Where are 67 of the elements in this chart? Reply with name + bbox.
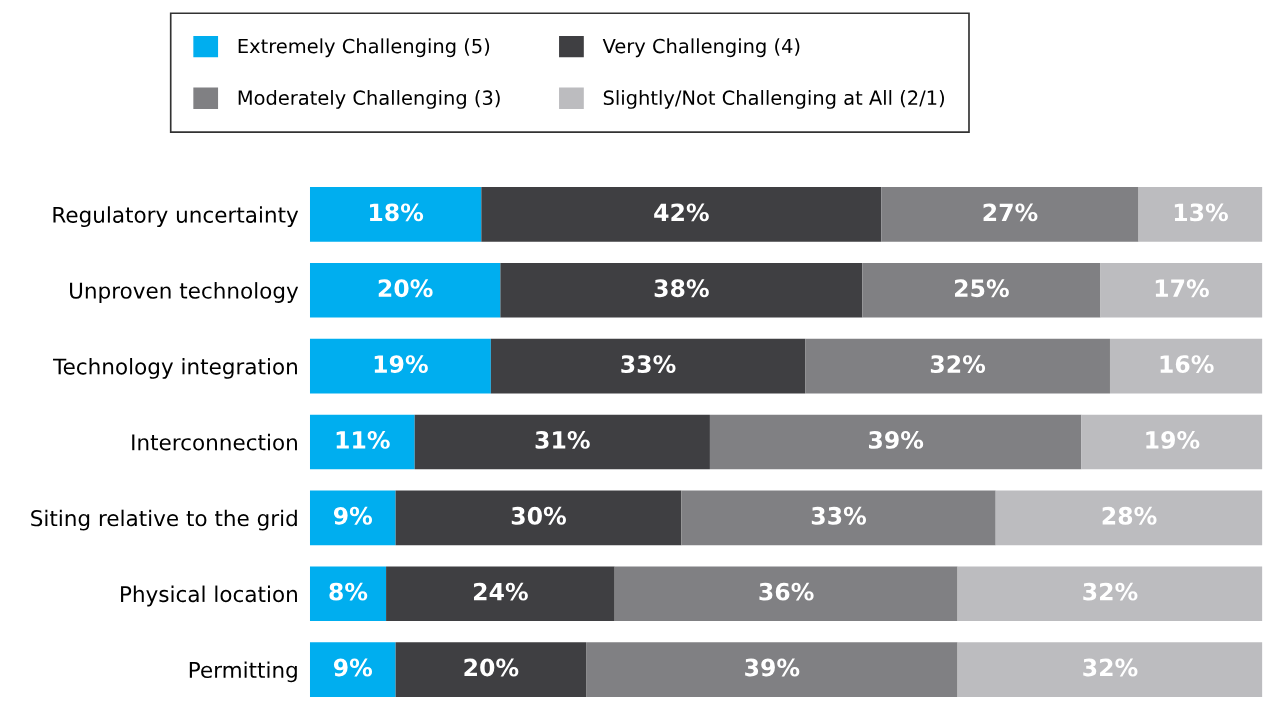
y-tick-label: Technology integration [53,357,297,379]
data-label: 9% [333,506,373,525]
bar [309,642,396,697]
data-label: 33% [811,506,867,525]
y-tick-label: Interconnection [132,433,297,451]
data-label: 39% [868,431,924,449]
bar [1138,187,1263,242]
bar [490,338,806,394]
bar [309,566,387,622]
bar [500,262,863,318]
data-label: 25% [955,279,1009,298]
data-label: 30% [511,506,566,525]
bar [957,642,1263,697]
legend-label: Slightly/Not Challenging at All (2/1) [603,90,944,109]
data-label: 36% [759,582,814,601]
bar [1100,262,1263,318]
data-label: 33% [621,355,676,373]
data-label: 19% [1146,431,1200,449]
legend-label: Very Challenging (4) [602,38,800,58]
bar [395,490,682,546]
bar [309,338,491,394]
data-label: 24% [473,582,528,601]
data-label: 32% [1083,582,1138,601]
bar [309,490,396,546]
data-label: 31% [535,431,590,449]
data-label: 9% [333,658,373,677]
bar [414,414,710,470]
y-tick-label: Siting relative to the grid [31,509,297,531]
bar [309,262,501,318]
data-label: 42% [654,203,709,222]
data-label: 38% [654,279,709,298]
bar [386,566,615,622]
data-label: 8% [329,582,368,601]
data-label: 27% [983,203,1038,222]
data-label: 17% [1155,279,1209,298]
y-tick-label: Regulatory uncertainty [53,206,299,228]
data-label: 32% [930,355,986,373]
data-label: 32% [1083,658,1138,677]
bar [1081,414,1263,470]
legend-label: Extremely Challenging (5) [238,38,490,58]
bar [309,414,415,470]
bar [309,187,482,242]
y-tick-label: Unproven technology [70,282,299,303]
bar [881,187,1139,242]
bar [395,642,587,697]
bar [586,642,958,697]
data-label: 11% [336,431,390,449]
data-label: 28% [1102,506,1157,525]
data-label: 20% [378,279,433,298]
bar [481,187,882,242]
data-label: 18% [370,203,424,222]
legend-label: Moderately Challenging (3) [238,90,500,109]
bar [709,414,1082,470]
bar [1109,338,1263,394]
bar [995,490,1263,546]
bar [862,262,1101,318]
bar [957,566,1263,622]
bar [805,338,1110,394]
data-label: 20% [464,658,519,677]
y-tick-label: Physical location [121,585,297,607]
data-label: 16% [1160,355,1214,373]
data-label: 19% [374,355,428,373]
bar [681,490,996,546]
y-tick-label: Permitting [189,661,297,683]
data-label: 13% [1174,203,1228,222]
bar [614,566,958,622]
data-label: 39% [745,658,800,677]
